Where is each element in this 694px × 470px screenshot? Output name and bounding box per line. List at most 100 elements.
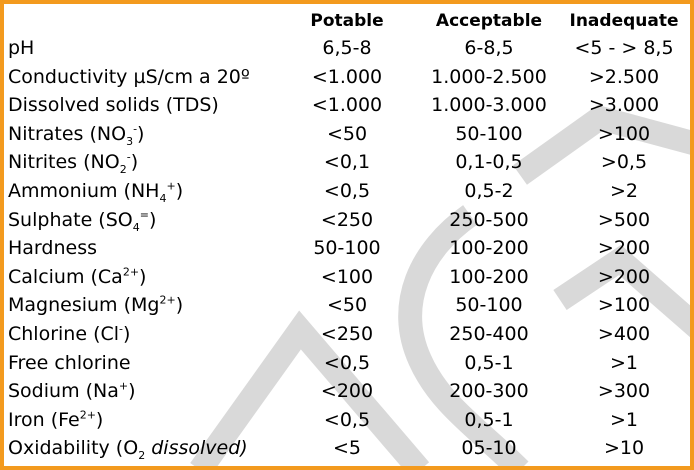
parameter-cell: Free chlorine xyxy=(8,349,131,378)
parameter-cell: pH xyxy=(8,34,34,63)
table-header-row: Potable Acceptable Inadequate xyxy=(8,8,688,34)
parameter-cell: Nitrites (NO2-) xyxy=(8,148,138,177)
acceptable-cell: 50-100 xyxy=(455,122,523,145)
formula-subscript: 3 xyxy=(126,134,134,148)
formula-close: ) xyxy=(123,322,131,345)
formula-close: ) xyxy=(148,208,157,231)
acceptable-cell: 250-500 xyxy=(449,208,529,231)
parameter-cell: Nitrates (NO3-) xyxy=(8,120,144,149)
acceptable-cell: 100-200 xyxy=(449,237,529,260)
table-row: Oxidability (O2 dissolved) <5 05-10 >10 xyxy=(8,434,688,463)
formula-close: ) xyxy=(175,179,184,202)
formula-close: ) xyxy=(95,408,104,431)
parameter-name: Ammonium (NH xyxy=(8,179,160,202)
potable-cell: <0,5 xyxy=(323,408,371,431)
header-potable: Potable xyxy=(310,11,384,31)
potable-cell: <0,5 xyxy=(323,351,371,374)
table-row: pH 6,5-8 6-8,5 <5 - > 8,5 xyxy=(8,34,688,63)
potable-cell: <100 xyxy=(320,265,374,288)
table-row: Iron (Fe2+) <0,5 0,5-1 >1 xyxy=(8,406,688,435)
potable-cell: 6,5-8 xyxy=(322,37,372,59)
formula-subscript: 4 xyxy=(132,220,140,234)
potable-cell: 50-100 xyxy=(313,237,381,260)
parameter-cell: Oxidability (O2 dissolved) xyxy=(8,434,248,463)
parameter-cell: Calcium (Ca2+) xyxy=(8,263,146,292)
formula-subscript: 2 xyxy=(119,163,127,177)
formula-superscript: - xyxy=(119,322,124,336)
formula-superscript: 2+ xyxy=(79,408,96,422)
inadequate-cell: >0,5 xyxy=(600,151,648,174)
formula-superscript: - xyxy=(133,122,138,136)
potable-cell: <250 xyxy=(320,208,374,231)
acceptable-cell: 0,5-1 xyxy=(464,408,514,431)
formula-subscript: 2 xyxy=(138,449,146,463)
inadequate-cell: >1 xyxy=(609,351,638,374)
inadequate-cell: >400 xyxy=(597,322,651,345)
potable-cell: <50 xyxy=(326,294,368,317)
table-row: Dissolved solids (TDS) <1.000 1.000-3.000 >… xyxy=(8,91,688,120)
table-row: Sulphate (SO4=) <250 250-500 >500 xyxy=(8,206,688,235)
formula-close: ) xyxy=(128,380,136,403)
acceptable-cell: 100-200 xyxy=(449,265,529,288)
potable-cell: <200 xyxy=(320,380,374,403)
formula-close: ) xyxy=(175,294,184,317)
acceptable-cell: 250-400 xyxy=(449,322,529,345)
inadequate-cell: >200 xyxy=(597,237,651,260)
potable-cell: <0,1 xyxy=(323,151,371,174)
table-row: Sodium (Na+) <200 200-300 >300 xyxy=(8,377,688,406)
parameter-name: Sodium (Na xyxy=(8,380,119,403)
parameter-name: Calcium (Ca xyxy=(8,265,123,288)
parameter-name: Free chlorine xyxy=(8,351,131,374)
parameter-name: Oxidability (O xyxy=(8,437,139,460)
table-row: Calcium (Ca2+) <100 100-200 >200 xyxy=(8,263,688,292)
parameter-cell: Hardness xyxy=(8,234,97,263)
acceptable-cell: 0,5-2 xyxy=(464,179,514,202)
acceptable-cell: 6-8,5 xyxy=(464,37,514,59)
potable-cell: <1.000 xyxy=(311,94,383,117)
parameter-name: Iron (Fe xyxy=(8,408,80,431)
acceptable-cell: 50-100 xyxy=(455,294,523,317)
parameter-unit: µS/cm a 20º xyxy=(133,65,250,88)
parameter-name: Chlorine (Cl xyxy=(8,322,120,345)
inadequate-cell: >100 xyxy=(597,122,651,145)
formula-superscript: 2+ xyxy=(159,294,176,308)
inadequate-cell: >100 xyxy=(597,294,651,317)
header-inadequate: Inadequate xyxy=(569,11,679,31)
formula-superscript: + xyxy=(166,179,176,193)
parameter-name: Conductivity xyxy=(8,65,128,88)
table-row: Magnesium (Mg2+) <50 50-100 >100 xyxy=(8,291,688,320)
parameter-name: Sulphate (SO xyxy=(8,208,133,231)
parameter-name: Nitrites (NO xyxy=(8,151,120,174)
parameter-cell: Sodium (Na+) xyxy=(8,377,136,406)
inadequate-cell: >200 xyxy=(597,265,651,288)
parameter-cell: Chlorine (Cl-) xyxy=(8,320,130,349)
watermark-stroke-upper xyxy=(513,104,694,185)
formula-close: ) xyxy=(137,122,145,145)
table-row: Nitrates (NO3-) <50 50-100 >100 xyxy=(8,120,688,149)
parameter-name: Nitrates (NO xyxy=(8,122,127,145)
parameter-name: pH xyxy=(8,37,35,59)
table-row: Conductivity µS/cm a 20º <1.000 1.000-2.50… xyxy=(8,63,688,92)
inadequate-cell: >2.500 xyxy=(588,65,660,88)
watermark-stroke-mid xyxy=(398,205,529,470)
table-row: Nitrites (NO2-) <0,1 0,1-0,5 >0,5 xyxy=(8,148,688,177)
formula-close: ) xyxy=(130,151,139,174)
parameter-tail: dissolved) xyxy=(145,437,248,460)
acceptable-cell: 1.000-3.000 xyxy=(431,94,547,117)
table-row: Chlorine (Cl-) <250 250-400 >400 xyxy=(8,320,688,349)
formula-superscript: = xyxy=(139,208,149,222)
watermark-stroke-lower xyxy=(190,310,430,470)
parameter-name: Magnesium (Mg xyxy=(8,294,160,317)
formula-close: ) xyxy=(139,265,147,288)
inadequate-cell: >300 xyxy=(597,380,651,403)
table-row: Free chlorine <0,5 0,5-1 >1 xyxy=(8,349,688,378)
acceptable-cell: 05-10 xyxy=(461,437,517,460)
inadequate-cell: >10 xyxy=(603,437,645,460)
formula-superscript: - xyxy=(126,151,131,165)
formula-superscript: + xyxy=(118,379,129,393)
parameter-name: Hardness xyxy=(8,237,97,260)
table-row: Hardness 50-100 100-200 >200 xyxy=(8,234,688,263)
parameter-cell: Sulphate (SO4=) xyxy=(8,206,156,235)
